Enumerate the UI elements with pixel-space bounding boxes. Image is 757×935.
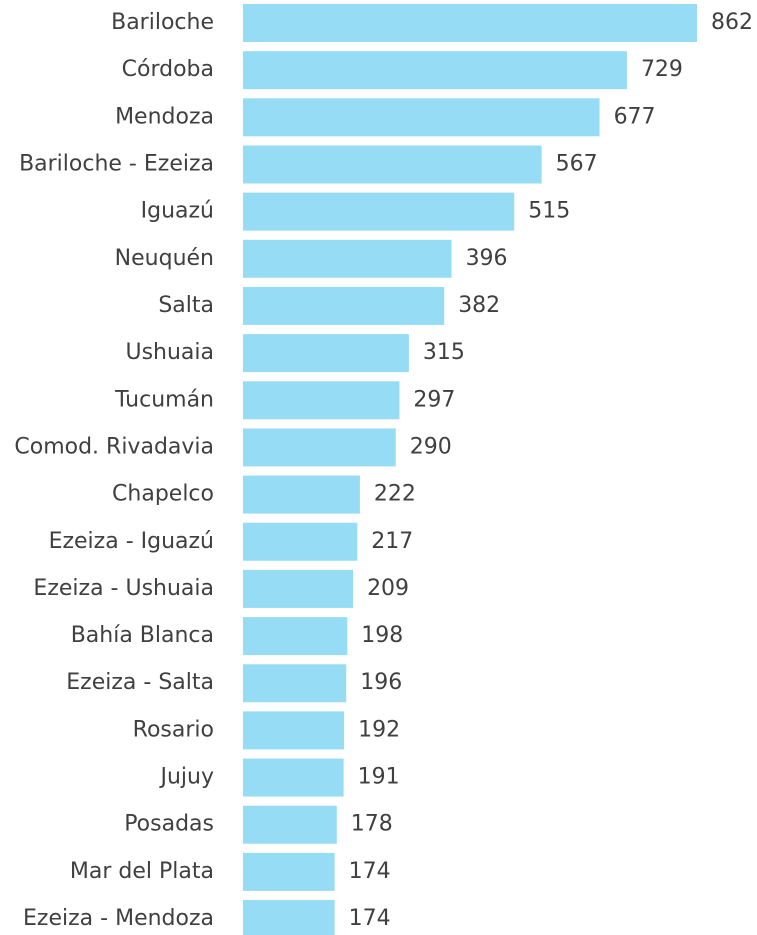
bar [243,475,360,514]
category-label: Rosario [133,717,214,742]
bar [243,617,348,656]
bar [243,758,344,797]
value-label: 297 [413,387,455,412]
bar [243,900,335,935]
value-label: 209 [367,576,409,601]
bar [243,334,409,373]
bar [243,192,515,231]
category-label: Ezeiza - Mendoza [23,906,214,931]
value-label: 382 [458,293,500,318]
bar [243,664,347,703]
category-label: Comod. Rivadavia [14,434,214,459]
value-label: 396 [466,246,508,271]
category-label: Salta [158,293,214,318]
category-label: Iguazú [141,199,214,224]
value-label: 191 [358,765,400,790]
bar [243,4,697,42]
value-label: 196 [360,670,402,695]
category-label: Tucumán [114,387,214,412]
value-label: 315 [423,340,465,365]
bar [243,711,345,750]
category-label: Ezeiza - Iguazú [49,529,214,554]
value-label: 290 [410,434,452,459]
bar [243,98,600,137]
value-label: 862 [711,10,753,35]
bar [243,852,335,891]
value-label: 174 [349,859,391,884]
bar [243,805,337,844]
category-label: Bariloche - Ezeiza [19,151,214,176]
category-label: Ezeiza - Salta [66,670,214,695]
value-label: 174 [349,906,391,931]
category-label: Bariloche [111,10,214,35]
value-label: 198 [361,623,403,648]
value-label: 178 [351,812,393,837]
category-label: Córdoba [122,57,214,82]
bar [243,239,452,278]
value-label: 222 [374,482,416,507]
category-label: Jujuy [158,765,214,790]
bar [243,145,542,184]
bar [243,569,354,608]
category-label: Ushuaia [125,340,214,365]
value-label: 192 [358,717,400,742]
value-label: 729 [641,57,683,82]
bar [243,428,396,467]
category-label: Bahía Blanca [71,623,214,648]
value-label: 217 [371,529,413,554]
value-label: 567 [556,151,598,176]
category-label: Posadas [124,812,214,837]
value-label: 515 [528,199,570,224]
bar [243,51,627,90]
bar [243,522,358,561]
category-label: Chapelco [112,482,214,507]
category-label: Neuquén [115,246,214,271]
category-label: Mendoza [115,104,214,129]
bar [243,381,400,420]
category-label: Ezeiza - Ushuaia [33,576,214,601]
value-label: 677 [614,104,656,129]
category-label: Mar del Plata [70,859,214,884]
bar [243,286,445,325]
